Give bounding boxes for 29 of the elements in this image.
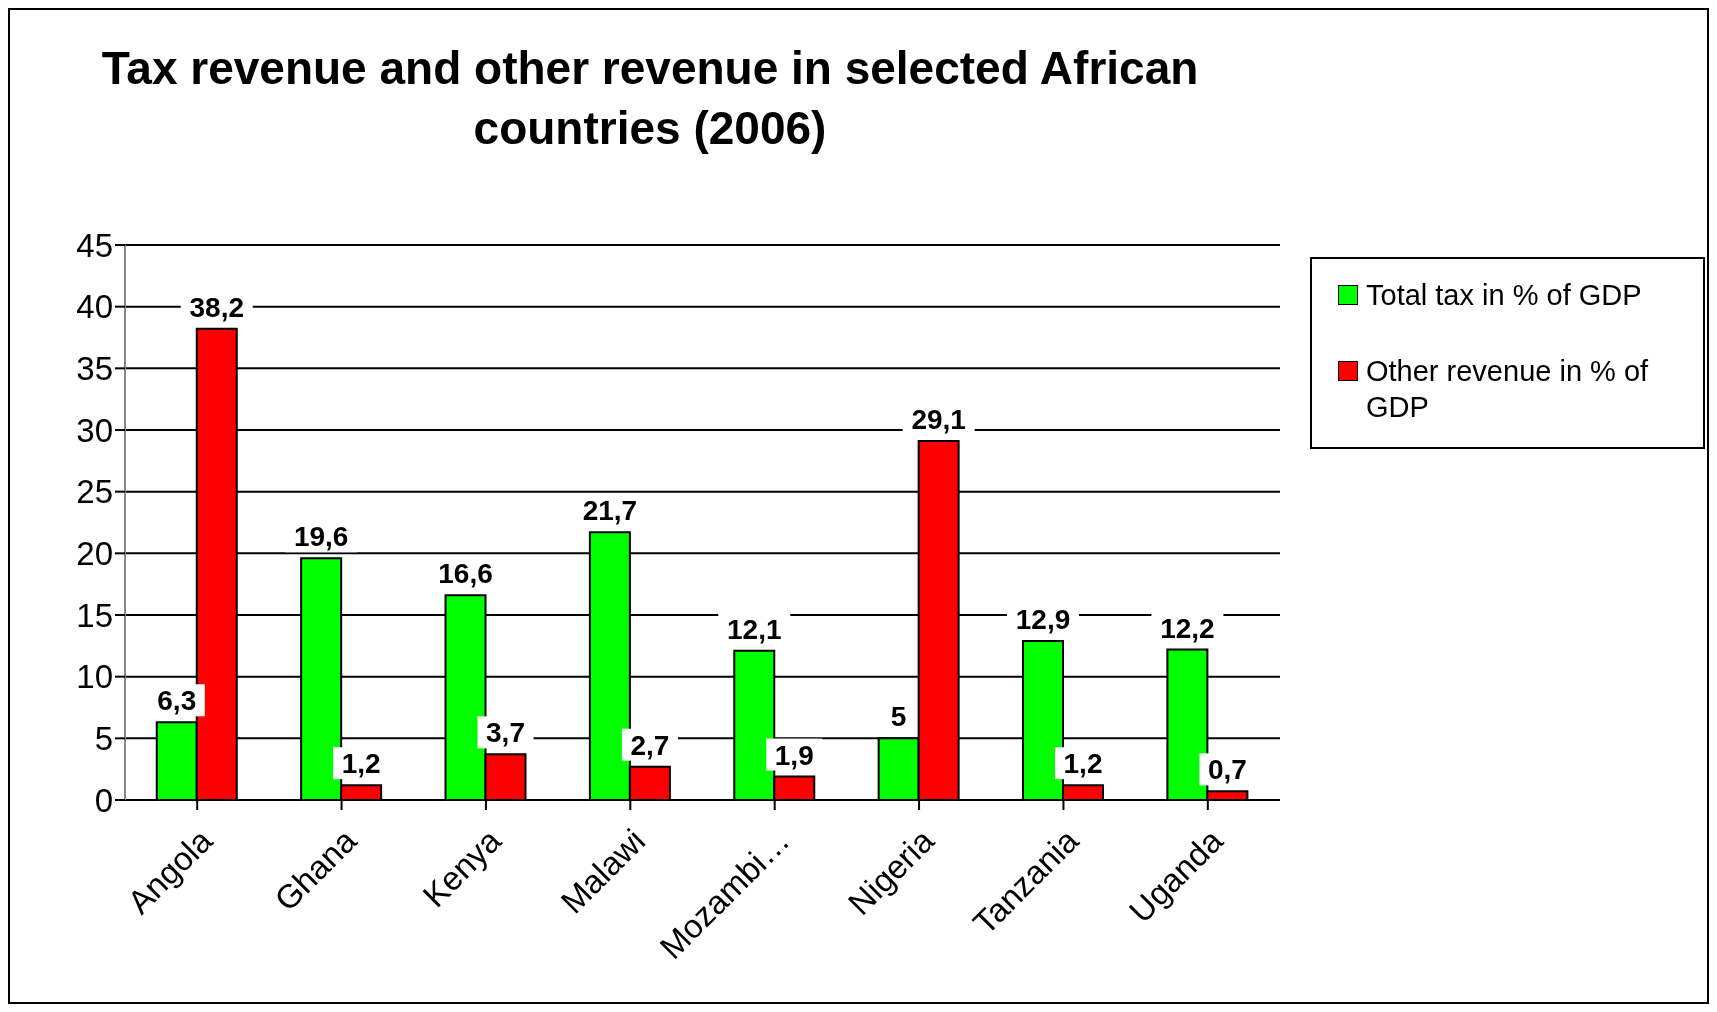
y-tick-label: 40 — [76, 288, 113, 326]
data-label: 1,9 — [774, 739, 814, 771]
y-tick-label: 0 — [94, 781, 113, 819]
y-tick-label: 45 — [76, 226, 113, 264]
y-tick-label: 15 — [76, 596, 113, 634]
y-tick-label: 5 — [94, 720, 113, 758]
data-label: 12,9 — [1015, 603, 1071, 635]
data-label: 2,7 — [630, 729, 670, 761]
data-label: 5 — [890, 701, 907, 733]
data-label: 3,7 — [486, 717, 525, 749]
y-tick-label: 20 — [76, 535, 113, 573]
legend-label: Other revenue in % of GDP — [1366, 354, 1650, 425]
y-tick-label: 35 — [76, 350, 113, 388]
data-label: 6,3 — [157, 685, 197, 717]
data-label: 19,6 — [293, 521, 349, 553]
data-label: 12,1 — [727, 613, 782, 645]
data-label: 1,2 — [341, 748, 381, 780]
legend-label: Total tax in % of GDP — [1366, 278, 1642, 313]
data-label: 21,7 — [582, 495, 638, 527]
y-tick-label: 25 — [76, 473, 113, 511]
data-label: 38,2 — [189, 291, 245, 323]
data-label: 0,7 — [1207, 754, 1247, 786]
data-label: 29,1 — [911, 404, 966, 436]
data-label: 1,2 — [1063, 748, 1103, 780]
chart-title: Tax revenue and other revenue in selected African countries (2006) — [100, 41, 1200, 156]
y-tick-label: 10 — [76, 658, 113, 696]
data-label: 16,6 — [438, 558, 493, 590]
data-label: 12,2 — [1160, 612, 1215, 644]
y-tick-label: 30 — [76, 411, 113, 449]
